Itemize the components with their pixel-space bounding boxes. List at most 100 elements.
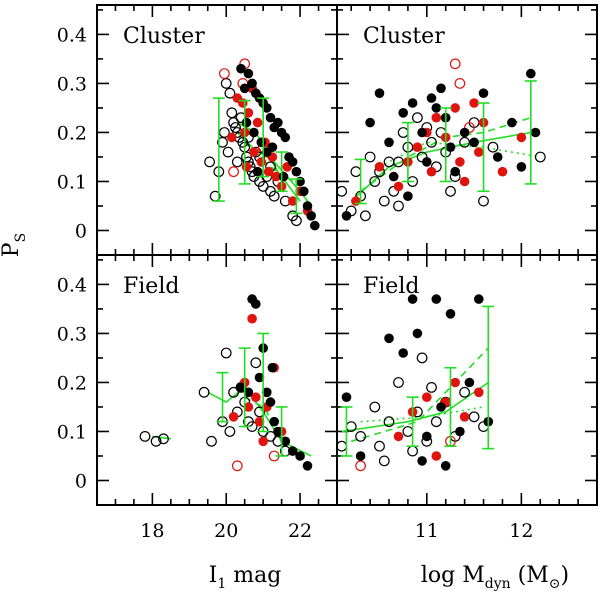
point-open-black [459, 386, 471, 398]
point-filled-red [459, 412, 470, 422]
fit-line-dotted [360, 406, 484, 423]
point-filled-red [256, 157, 267, 167]
point-open-black [235, 112, 247, 124]
error-bar [212, 97, 225, 202]
point-filled-black [243, 68, 254, 79]
point-open-black [378, 455, 390, 467]
x-tick-label: 22 [288, 520, 312, 542]
y-tick-labels-top: 0 0.1 0.2 0.3 0.4 [57, 24, 87, 242]
point-open-black [228, 386, 240, 398]
error-bar [439, 107, 452, 183]
error-bars-field-mag [216, 332, 288, 457]
fit-line-dotted [379, 141, 541, 168]
point-filled-black [507, 117, 517, 128]
point-filled-black [295, 451, 305, 461]
point-filled-red [516, 132, 527, 143]
point-open-black [383, 156, 395, 168]
point-filled-black [306, 211, 317, 221]
point-open-black [265, 431, 276, 442]
point-filled-black [384, 333, 394, 344]
x-axis-label-left-rest: mag [226, 563, 281, 588]
error-bar [238, 347, 251, 428]
point-open-black [364, 151, 376, 163]
error-bar [257, 332, 270, 433]
point-filled-black [287, 157, 298, 167]
point-filled-black [280, 436, 291, 447]
y-tick-label: 0 [75, 470, 87, 492]
point-open-black [374, 440, 385, 452]
point-filled-red [393, 431, 404, 442]
point-open-black [445, 185, 456, 197]
point-open-black [397, 127, 409, 138]
point-open-black [150, 435, 162, 447]
point-open-red [218, 68, 230, 79]
fit-lines-field-mass [341, 347, 489, 443]
y-tick-label: 0 [75, 220, 87, 242]
point-open-black [426, 136, 437, 148]
x-tick-label: 11 [415, 520, 439, 542]
point-filled-black [459, 127, 470, 138]
point-open-black [228, 117, 240, 128]
error-bar [290, 178, 303, 215]
point-open-black [478, 195, 489, 207]
point-filled-red [393, 181, 404, 192]
point-filled-red [252, 117, 263, 128]
error-bar [524, 80, 537, 185]
x-axis-label-right-sub: dyn [485, 576, 511, 592]
point-open-black [430, 161, 442, 173]
point-filled-black [412, 328, 423, 339]
point-open-black [388, 185, 400, 197]
point-filled-black [265, 397, 276, 407]
point-filled-black [236, 382, 246, 393]
point-filled-black [251, 299, 261, 309]
error-bar [340, 406, 353, 457]
point-filled-black [431, 103, 442, 113]
point-filled-red [258, 436, 269, 447]
point-open-black [355, 431, 367, 442]
points-cluster-mass [336, 58, 546, 222]
point-filled-black [262, 387, 272, 398]
point-filled-black [388, 171, 399, 182]
point-filled-black [239, 83, 250, 94]
fit-lines-field-mag [152, 386, 312, 457]
point-open-black [230, 122, 241, 133]
point-open-black [407, 445, 419, 457]
point-open-red [231, 460, 243, 472]
point-filled-red [412, 142, 423, 152]
x-axis-label-right-rest: (M [511, 563, 549, 588]
point-filled-red [251, 392, 261, 403]
error-bar [444, 366, 457, 447]
x-tick-label: 12 [509, 520, 533, 542]
y-tick-label: 0.2 [57, 122, 87, 144]
point-open-black [468, 411, 480, 423]
panel-label: Cluster [123, 24, 205, 49]
point-open-red [228, 166, 240, 178]
points-field-mag [139, 294, 313, 472]
point-filled-red [254, 416, 265, 427]
point-filled-black [256, 137, 267, 148]
point-filled-black [426, 93, 437, 103]
point-filled-black [265, 112, 276, 123]
point-filled-black [455, 426, 465, 437]
error-bar [257, 97, 270, 178]
error-bars-cluster-mass [354, 80, 537, 205]
point-filled-red [431, 112, 442, 123]
point-filled-red [474, 147, 484, 157]
point-open-black [220, 77, 232, 89]
point-open-black [198, 386, 210, 398]
point-filled-black [464, 377, 475, 388]
point-open-black [139, 431, 151, 442]
point-filled-black [530, 127, 541, 138]
point-filled-black [422, 157, 432, 167]
point-filled-red [455, 157, 465, 167]
point-open-black [487, 141, 499, 153]
point-open-black [336, 440, 348, 452]
point-open-black [206, 435, 217, 447]
point-open-red [454, 77, 466, 89]
error-bar [216, 371, 229, 423]
point-open-red [464, 122, 475, 133]
point-open-black [158, 433, 169, 445]
point-filled-black [436, 402, 446, 412]
point-open-black [369, 401, 381, 413]
